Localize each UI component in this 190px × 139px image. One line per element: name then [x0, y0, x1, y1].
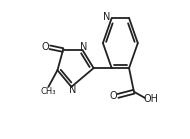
Text: O: O	[41, 42, 49, 52]
Text: OH: OH	[143, 94, 158, 104]
Text: CH₃: CH₃	[40, 87, 56, 96]
Text: O: O	[110, 91, 117, 101]
Text: N: N	[103, 12, 110, 22]
Text: N: N	[81, 42, 88, 52]
Text: N: N	[69, 85, 77, 95]
